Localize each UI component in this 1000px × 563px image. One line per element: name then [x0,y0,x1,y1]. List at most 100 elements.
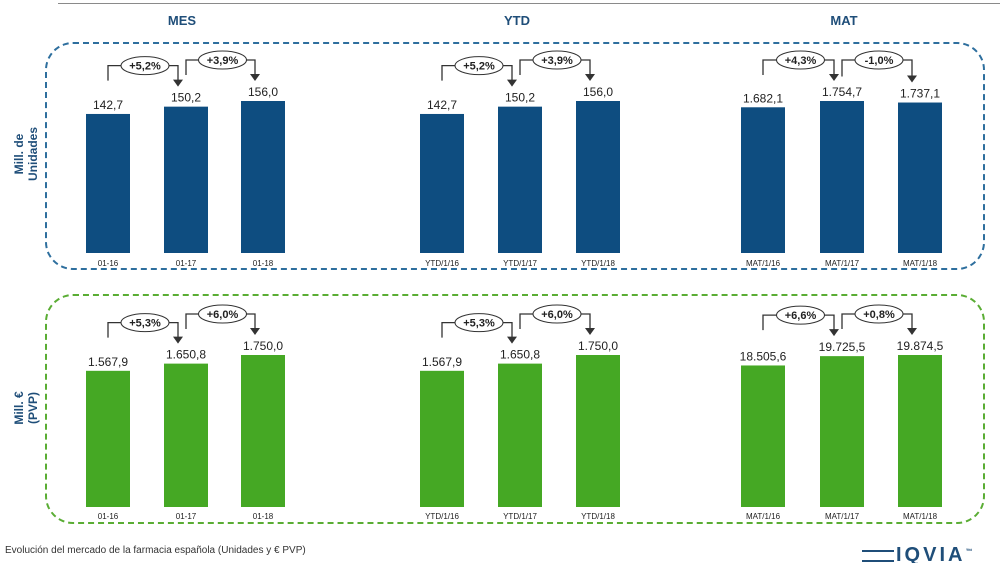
units-ytd-value-label-1: 142,7 [427,98,457,112]
logo-bars-icon [862,549,894,562]
top-rule [58,3,1000,4]
pvp-mes-bar-1 [86,370,130,507]
units-mat-category-label-2: MAT/1/17 [825,259,860,268]
column-header-mes: MES [167,13,197,28]
units-mes-growth-arrow-1-arrowhead [173,79,183,87]
pvp-mes-category-label-1: 01-16 [98,512,119,521]
pvp-ytd-bar-1 [420,370,464,507]
units-mes-category-label-3: 01-18 [253,259,274,268]
units-mes-category-label-1: 01-16 [98,259,119,268]
pvp-ytd-growth-arrow-1-arrowhead [507,336,517,344]
pvp-mat-growth-label-1: +6,6% [785,310,817,322]
pvp-ytd-growth-label-2: +6,0% [541,309,573,321]
units-ytd-value-label-2: 150,2 [505,91,535,105]
units-mat-growth-label-2: -1,0% [865,55,894,67]
units-mat-growth-arrow-2-arrowhead [907,75,917,83]
units-ytd-bar-3 [576,101,620,253]
pvp-mes-growth-label-2: +6,0% [207,309,239,321]
pvp-mes-growth-oval-2 [198,304,247,324]
units-mat-bar-1 [741,107,785,253]
units-ytd-growth-label-2: +3,9% [541,55,573,67]
units-mat-growth-oval-2 [854,50,904,70]
pvp-mat-bar-3 [898,355,942,507]
iqvia-logo: IQVIA™ [862,544,1000,563]
pvp-ytd-value-label-1: 1.567,9 [422,355,462,369]
units-ytd-value-label-3: 156,0 [583,85,613,99]
units-mat-growth-oval-1 [776,50,825,70]
pvp-mat-value-label-3: 19.874,5 [897,339,944,353]
pvp-mes-value-label-1: 1.567,9 [88,355,128,369]
pvp-mes-bar-2 [164,363,208,507]
units-mes-value-label-1: 142,7 [93,98,123,112]
footer-caption: Evolución del mercado de la farmacia esp… [5,545,306,556]
pvp-mat-growth-arrow-1-arrowhead [829,329,839,337]
units-mat-bar-2 [820,101,864,253]
pvp-ytd-growth-label-1: +5,3% [463,318,495,330]
units-mes-value-label-2: 150,2 [171,91,201,105]
column-header-mat: MAT [830,13,858,28]
pvp-mes-growth-arrow-2-arrowhead [250,328,260,335]
pvp-mes-growth-label-1: +5,3% [129,318,161,330]
units-row-frame [45,42,985,270]
pvp-mes-value-label-3: 1.750,0 [243,339,283,353]
units-mes-bar-3 [241,101,285,253]
units-mes-growth-label-2: +3,9% [207,55,239,67]
pvp-mes-category-label-3: 01-18 [253,512,274,521]
pvp-mes-growth-oval-1 [120,313,170,333]
units-mes-growth-arrow-2-arrowhead [250,74,260,81]
units-mat-value-label-1: 1.682,1 [743,91,783,105]
units-mes-bar-2 [164,106,208,254]
units-mat-value-label-3: 1.737,1 [900,87,940,101]
pvp-mat-value-label-2: 19.725,5 [819,340,866,354]
pvp-mat-growth-oval-1 [776,305,825,325]
units-mat-growth-label-1: +4,3% [785,55,817,67]
logo-tm: ™ [965,548,973,556]
units-mes-category-label-2: 01-17 [176,259,197,268]
pvp-mat-bar-2 [820,356,864,507]
pvp-row-frame [45,294,985,524]
pvp-ytd-bar-3 [576,355,620,507]
pvp-ytd-value-label-3: 1.750,0 [578,339,618,353]
units-mat-bar-3 [898,102,942,253]
pvp-mat-growth-oval-2 [854,304,904,324]
units-mes-growth-oval-2 [198,50,247,70]
pvp-mes-value-label-2: 1.650,8 [166,348,206,362]
units-ytd-growth-oval-2 [532,50,582,70]
pvp-mes-growth-arrow-1-arrowhead [173,336,183,344]
units-mat-category-label-1: MAT/1/16 [746,259,781,268]
pvp-ytd-growth-oval-1 [454,313,504,333]
units-ytd-category-label-3: YTD/1/18 [581,259,615,268]
units-ytd-bar-2 [498,106,542,254]
units-ytd-category-label-2: YTD/1/17 [503,259,537,268]
pvp-mat-value-label-1: 18.505,6 [740,349,787,363]
pvp-ytd-growth-arrow-2-arrowhead [585,328,595,335]
pvp-mat-bar-1 [741,365,785,507]
units-mes-growth-label-1: +5,2% [129,61,161,73]
units-ytd-growth-label-1: +5,2% [463,61,495,73]
pvp-ytd-category-label-3: YTD/1/18 [581,512,615,521]
units-ytd-growth-arrow-1-arrowhead [507,79,517,87]
pvp-ytd-value-label-2: 1.650,8 [500,348,540,362]
pvp-mat-category-label-3: MAT/1/18 [903,512,938,521]
column-header-ytd: YTD [504,13,530,28]
units-ytd-growth-arrow-2-arrowhead [585,74,595,81]
pvp-mes-category-label-2: 01-17 [176,512,197,521]
units-ytd-bar-1 [420,113,464,253]
pvp-ytd-category-label-2: YTD/1/17 [503,512,537,521]
units-mes-value-label-3: 156,0 [248,85,278,99]
units-mat-value-label-2: 1.754,7 [822,85,862,99]
units-mat-growth-arrow-1-arrowhead [829,74,839,81]
pvp-mat-growth-arrow-2-arrowhead [907,328,917,335]
pvp-ytd-category-label-1: YTD/1/16 [425,512,459,521]
pvp-mes-bar-3 [241,355,285,507]
pvp-ytd-growth-oval-2 [532,304,582,324]
pvp-mat-category-label-2: MAT/1/17 [825,512,860,521]
units-ytd-growth-oval-1 [454,56,504,76]
logo-text: IQVIA [896,544,966,563]
pvp-mat-category-label-1: MAT/1/16 [746,512,781,521]
pvp-mat-growth-label-2: +0,8% [863,309,895,321]
pvp-ytd-bar-2 [498,363,542,507]
units-mat-category-label-3: MAT/1/18 [903,259,938,268]
units-mes-bar-1 [86,113,130,253]
